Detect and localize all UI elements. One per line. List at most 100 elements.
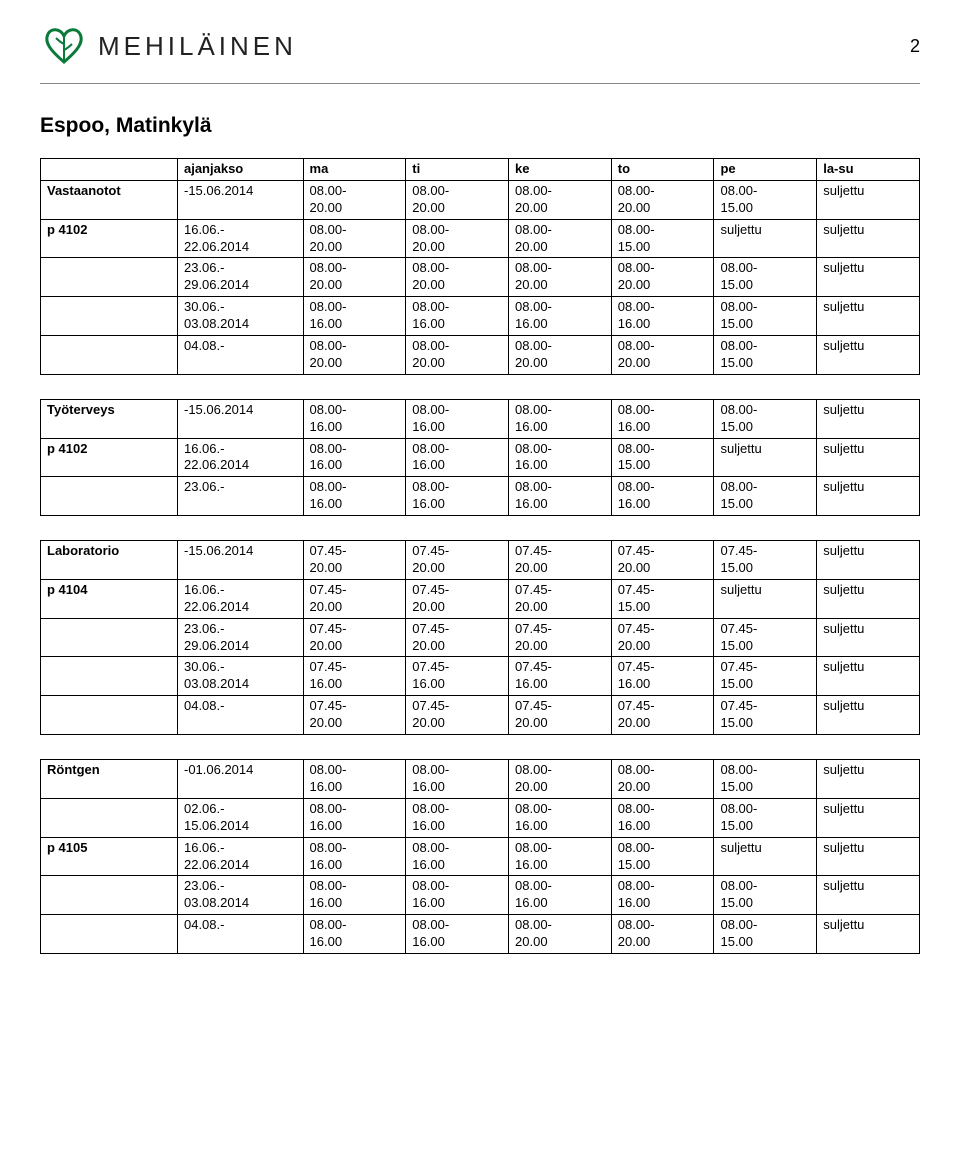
- time-cell: suljettu: [714, 219, 817, 258]
- time-cell: suljettu: [817, 798, 920, 837]
- table-row: 23.06.-29.06.201408.00-20.0008.00-20.000…: [41, 258, 920, 297]
- time-cell: 08.00-20.00: [611, 180, 714, 219]
- time-cell: 07.45-16.00: [406, 657, 509, 696]
- period-cell: 02.06.-15.06.2014: [177, 798, 303, 837]
- period-cell: 16.06.-22.06.2014: [177, 438, 303, 477]
- time-cell: suljettu: [817, 618, 920, 657]
- time-cell: 08.00-16.00: [611, 297, 714, 336]
- page-header: MEHILÄINEN 2: [40, 20, 920, 84]
- time-cell: suljettu: [817, 760, 920, 799]
- period-cell: 16.06.-22.06.2014: [177, 219, 303, 258]
- time-cell: 07.45-20.00: [406, 579, 509, 618]
- time-cell: 08.00-16.00: [303, 399, 406, 438]
- time-cell: 08.00-15.00: [714, 258, 817, 297]
- time-cell: suljettu: [817, 258, 920, 297]
- time-cell: 08.00-16.00: [611, 399, 714, 438]
- time-cell: suljettu: [817, 876, 920, 915]
- table-row: p 410516.06.-22.06.201408.00-16.0008.00-…: [41, 837, 920, 876]
- time-cell: 08.00-16.00: [509, 477, 612, 516]
- time-cell: 08.00-16.00: [406, 837, 509, 876]
- time-cell: 07.45-20.00: [611, 696, 714, 735]
- time-cell: 08.00-20.00: [509, 219, 612, 258]
- period-cell: 23.06.-29.06.2014: [177, 618, 303, 657]
- time-cell: 08.00-15.00: [714, 798, 817, 837]
- header-cell: ma: [303, 159, 406, 181]
- time-cell: 07.45-20.00: [509, 579, 612, 618]
- time-cell: 08.00-20.00: [509, 258, 612, 297]
- period-cell: 04.08.-: [177, 915, 303, 954]
- table-row: Röntgen-01.06.201408.00-16.0008.00-16.00…: [41, 760, 920, 799]
- time-cell: suljettu: [817, 477, 920, 516]
- table-row: 04.08.-08.00-16.0008.00-16.0008.00-20.00…: [41, 915, 920, 954]
- time-cell: 07.45-20.00: [611, 541, 714, 580]
- row-label: Työterveys: [41, 399, 178, 438]
- row-label: [41, 915, 178, 954]
- page-number: 2: [910, 36, 920, 57]
- time-cell: suljettu: [817, 915, 920, 954]
- time-cell: suljettu: [817, 837, 920, 876]
- time-cell: 07.45-20.00: [406, 541, 509, 580]
- time-cell: suljettu: [817, 438, 920, 477]
- schedule-table: ajanjaksomatiketopela-suVastaanotot-15.0…: [40, 158, 920, 375]
- time-cell: 08.00-20.00: [303, 219, 406, 258]
- time-cell: 08.00-16.00: [406, 477, 509, 516]
- time-cell: 08.00-16.00: [406, 760, 509, 799]
- time-cell: 07.45-15.00: [714, 696, 817, 735]
- time-cell: 07.45-20.00: [303, 541, 406, 580]
- header-cell: ajanjakso: [177, 159, 303, 181]
- time-cell: 08.00-20.00: [303, 258, 406, 297]
- time-cell: suljettu: [714, 837, 817, 876]
- time-cell: suljettu: [714, 438, 817, 477]
- time-cell: 08.00-16.00: [303, 798, 406, 837]
- time-cell: 08.00-20.00: [509, 336, 612, 375]
- row-label: [41, 876, 178, 915]
- row-label: [41, 618, 178, 657]
- row-label: [41, 696, 178, 735]
- time-cell: 08.00-16.00: [406, 399, 509, 438]
- time-cell: 08.00-16.00: [303, 477, 406, 516]
- period-cell: 04.08.-: [177, 696, 303, 735]
- table-row: 23.06.-03.08.201408.00-16.0008.00-16.000…: [41, 876, 920, 915]
- period-cell: 16.06.-22.06.2014: [177, 579, 303, 618]
- time-cell: 08.00-15.00: [611, 219, 714, 258]
- table-row: 23.06.-08.00-16.0008.00-16.0008.00-16.00…: [41, 477, 920, 516]
- row-label: [41, 336, 178, 375]
- time-cell: 08.00-16.00: [406, 876, 509, 915]
- time-cell: 07.45-20.00: [509, 618, 612, 657]
- time-cell: 07.45-15.00: [714, 618, 817, 657]
- time-cell: 08.00-15.00: [714, 336, 817, 375]
- row-label: p 4104: [41, 579, 178, 618]
- table-row: p 410216.06.-22.06.201408.00-16.0008.00-…: [41, 438, 920, 477]
- row-label: Röntgen: [41, 760, 178, 799]
- time-cell: 07.45-15.00: [714, 657, 817, 696]
- time-cell: 07.45-20.00: [303, 579, 406, 618]
- time-cell: 07.45-16.00: [303, 657, 406, 696]
- table-row: 30.06.-03.08.201407.45-16.0007.45-16.000…: [41, 657, 920, 696]
- header-cell: [41, 159, 178, 181]
- time-cell: 08.00-16.00: [303, 297, 406, 336]
- time-cell: 08.00-20.00: [509, 760, 612, 799]
- period-cell: -15.06.2014: [177, 541, 303, 580]
- time-cell: 08.00-16.00: [611, 798, 714, 837]
- table-row: 30.06.-03.08.201408.00-16.0008.00-16.000…: [41, 297, 920, 336]
- time-cell: 08.00-16.00: [406, 798, 509, 837]
- time-cell: 08.00-20.00: [303, 180, 406, 219]
- time-cell: suljettu: [817, 297, 920, 336]
- time-cell: 07.45-15.00: [714, 541, 817, 580]
- time-cell: 08.00-16.00: [303, 438, 406, 477]
- table-row: p 410216.06.-22.06.201408.00-20.0008.00-…: [41, 219, 920, 258]
- time-cell: suljettu: [817, 336, 920, 375]
- time-cell: suljettu: [817, 219, 920, 258]
- time-cell: 07.45-20.00: [406, 696, 509, 735]
- time-cell: 08.00-20.00: [406, 180, 509, 219]
- time-cell: 08.00-16.00: [509, 876, 612, 915]
- time-cell: 07.45-20.00: [406, 618, 509, 657]
- period-cell: 23.06.-03.08.2014: [177, 876, 303, 915]
- row-label: p 4105: [41, 837, 178, 876]
- time-cell: 08.00-20.00: [406, 336, 509, 375]
- time-cell: 08.00-20.00: [611, 336, 714, 375]
- time-cell: 08.00-16.00: [611, 876, 714, 915]
- time-cell: 07.45-16.00: [509, 657, 612, 696]
- time-cell: 08.00-16.00: [509, 399, 612, 438]
- time-cell: 08.00-16.00: [406, 915, 509, 954]
